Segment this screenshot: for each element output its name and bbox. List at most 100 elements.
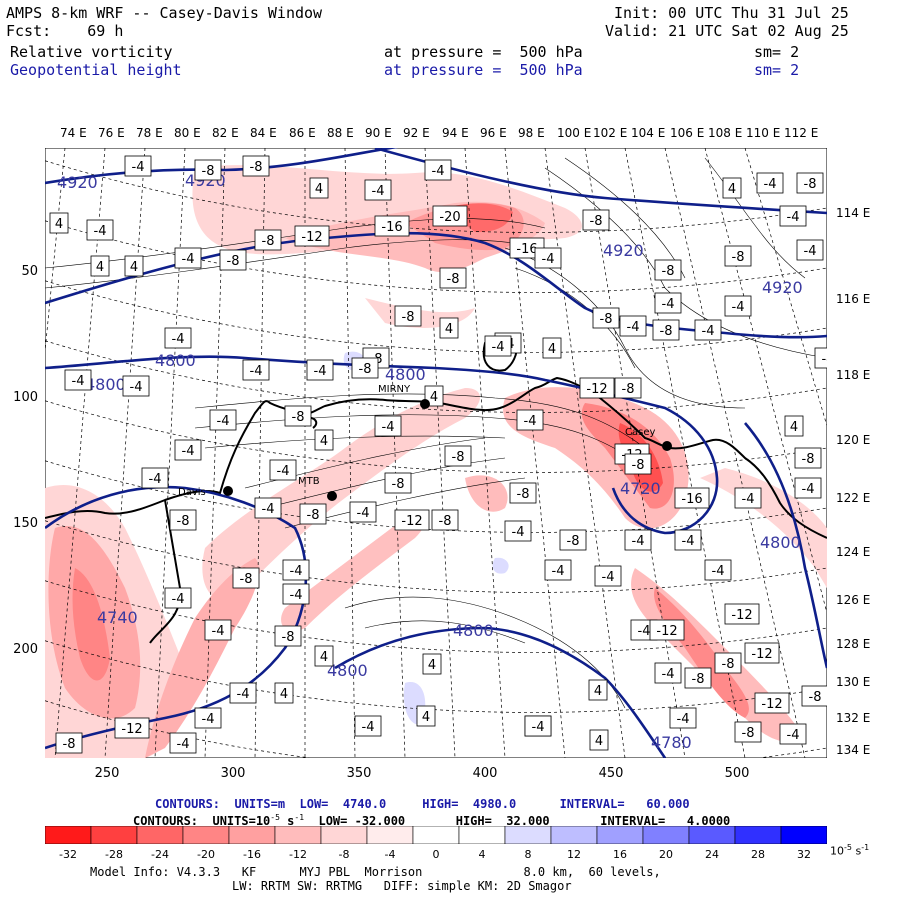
vorticity-label: -8 xyxy=(299,503,327,525)
colorbar-label: 28 xyxy=(751,848,765,861)
vorticity-label-text: -8 xyxy=(63,737,76,752)
vorticity-label: -4 xyxy=(242,359,270,381)
vorticity-label-text: -8 xyxy=(307,508,320,523)
vorticity-label-text: -4 xyxy=(290,588,303,603)
vorticity-label: 4 xyxy=(124,255,144,277)
vorticity-label-text: 4 xyxy=(280,687,288,702)
top-longitude-label: 106 E xyxy=(670,126,705,140)
right-longitude-label: 116 E xyxy=(836,292,871,306)
vorticity-label-text: -4 xyxy=(262,502,275,517)
station-label-mtb: MTB xyxy=(298,476,320,487)
vorticity-label-text: -4 xyxy=(742,492,755,507)
vorticity-label: 4 xyxy=(274,682,294,704)
vorticity-label: -8 xyxy=(254,229,282,251)
vorticity-label-text: -4 xyxy=(182,444,195,459)
vorticity-label: -8 xyxy=(652,319,680,341)
vorticity-info-s: s xyxy=(279,814,295,828)
vorticity-label: -4 xyxy=(796,239,824,261)
colorbar-swatch xyxy=(366,826,414,844)
vorticity-label: -4 xyxy=(282,583,310,605)
vorticity-label: -4 xyxy=(364,179,392,201)
vorticity-label-text: -4 xyxy=(182,252,195,267)
right-longitude-label: 128 E xyxy=(836,637,871,651)
vorticity-label: 4 xyxy=(439,317,459,339)
vorticity-label-text: -4 xyxy=(732,300,745,315)
colorbar-label: -16 xyxy=(243,848,261,861)
vorticity-label: -8 xyxy=(169,509,197,531)
vorticity-label-text: 4 xyxy=(445,322,453,337)
vorticity-label: -4 xyxy=(122,375,150,397)
right-longitude-label: 120 E xyxy=(836,433,871,447)
vorticity-label: -4 xyxy=(164,587,192,609)
stations: Casey Davis MTB MIRNY xyxy=(178,384,672,501)
vorticity-label: -4 xyxy=(594,565,622,587)
top-longitude-label: 92 E xyxy=(403,126,430,140)
top-longitude-label: 96 E xyxy=(480,126,507,140)
vorticity-label: -4 xyxy=(619,315,647,337)
vorticity-label: 4 xyxy=(90,255,110,277)
vorticity-label: -4 xyxy=(724,295,752,317)
vorticity-label-text: 4 xyxy=(430,390,438,405)
vorticity-label-text: -4 xyxy=(250,364,263,379)
right-longitude-label: 134 E xyxy=(836,743,871,757)
colorbar-swatch xyxy=(780,826,827,844)
vorticity-label: 4 xyxy=(314,429,334,451)
colorbar-label: 8 xyxy=(524,848,532,861)
field1-level: at pressure = 500 hPa xyxy=(384,43,583,61)
colorbar-unit-s: s xyxy=(851,844,862,858)
vorticity-label: -8 xyxy=(592,307,620,329)
vorticity-label-text: -4 xyxy=(72,374,85,389)
colorbar-swatch xyxy=(136,826,184,844)
height-label: 4920 xyxy=(603,241,644,260)
vorticity-label-text: -8 xyxy=(632,458,645,473)
vorticity-label-text: -4 xyxy=(627,320,640,335)
colorbar-label: 20 xyxy=(659,848,673,861)
vorticity-label: -4 xyxy=(86,219,114,241)
vorticity-label-text: -4 xyxy=(787,728,800,743)
colorbar-label: 32 xyxy=(797,848,811,861)
vorticity-label: -8 xyxy=(439,267,467,289)
vorticity-label: -4 xyxy=(269,459,297,481)
right-longitude-label: 130 E xyxy=(836,675,871,689)
vorticity-label: -4 xyxy=(544,559,572,581)
vorticity-label-text: 4 xyxy=(422,710,430,725)
vorticity-label-text: -8 xyxy=(177,514,190,529)
vorticity-label-text: -4 xyxy=(177,737,190,752)
vorticity-label: -4 xyxy=(624,529,652,551)
colorbar-swatch xyxy=(45,826,92,844)
colorbar-swatch xyxy=(320,826,368,844)
vorticity-label-text: 4 xyxy=(55,217,63,232)
vorticity-label: -8 xyxy=(801,685,827,707)
colorbar-swatch xyxy=(90,826,138,844)
colorbar-swatch xyxy=(182,826,230,844)
vorticity-label: -4 xyxy=(734,487,762,509)
vorticity-label-text: -4 xyxy=(149,472,162,487)
vorticity-label-text: -4 xyxy=(764,177,777,192)
colorbar-label: -12 xyxy=(289,848,307,861)
vorticity-label: -4 xyxy=(794,477,822,499)
colorbar-unit: 10-5 s-1 xyxy=(830,843,869,858)
vorticity-label-text: -4 xyxy=(132,160,145,175)
colorbar-label: 4 xyxy=(478,848,486,861)
vorticity-label-text: -4 xyxy=(314,364,327,379)
colorbar-swatch xyxy=(458,826,506,844)
height-label: 4800 xyxy=(85,375,126,394)
vorticity-label: -8 xyxy=(559,529,587,551)
vorticity-label-text: -8 xyxy=(600,312,613,327)
top-longitude-label: 84 E xyxy=(250,126,277,140)
top-longitude-label: 104 E xyxy=(631,126,666,140)
field2-name: Geopotential height xyxy=(10,61,182,79)
vorticity-label: -16 xyxy=(674,487,710,509)
colorbar-label: -8 xyxy=(338,848,350,861)
station-label-mirny: MIRNY xyxy=(378,384,411,395)
vorticity-label: -4 xyxy=(779,205,807,227)
right-longitude-label: 124 E xyxy=(836,545,871,559)
vorticity-label-text: 4 xyxy=(548,342,556,357)
top-longitude-label: 88 E xyxy=(327,126,354,140)
vorticity-label: -4 xyxy=(704,559,732,581)
vorticity-label-text: -4 xyxy=(492,340,505,355)
vorticity-label-text: -16 xyxy=(681,492,702,507)
vorticity-label-text: -8 xyxy=(804,177,817,192)
height-label: 4720 xyxy=(620,479,661,498)
vorticity-label-text: -4 xyxy=(382,420,395,435)
